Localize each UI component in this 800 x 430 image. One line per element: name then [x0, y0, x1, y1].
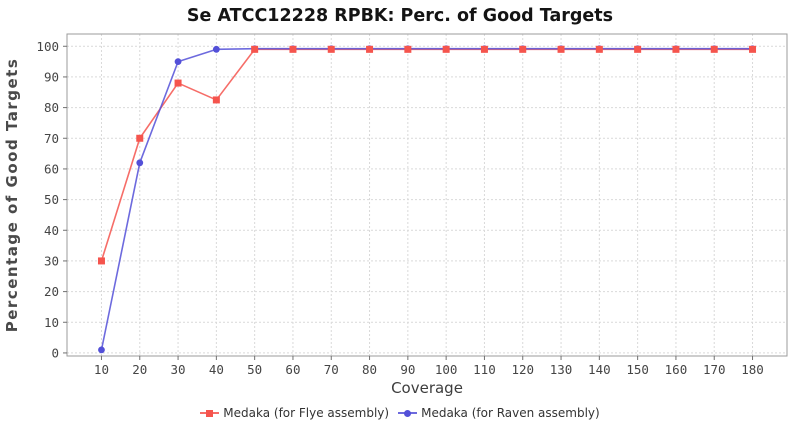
x-tick-label: 160	[665, 362, 688, 377]
x-tick-label: 180	[741, 362, 764, 377]
y-tick-label: 100	[36, 39, 59, 54]
y-tick-label: 10	[44, 315, 59, 330]
x-tick-label: 10	[94, 362, 109, 377]
x-tick-label: 110	[473, 362, 496, 377]
legend-label-raven: Medaka (for Raven assembly)	[421, 406, 600, 420]
x-tick-label: 20	[132, 362, 147, 377]
y-tick-label: 50	[44, 192, 59, 207]
data-point-circle	[136, 159, 144, 167]
legend-item-flye: Medaka (for Flye assembly)	[200, 406, 389, 420]
x-tick-label: 130	[550, 362, 573, 377]
series-line-1	[100, 47, 753, 351]
x-tick-label: 170	[703, 362, 726, 377]
data-point-square	[595, 45, 603, 53]
legend-label-flye: Medaka (for Flye assembly)	[223, 406, 390, 420]
data-point-square	[557, 45, 565, 53]
x-tick-label: 100	[435, 362, 458, 377]
data-point-square	[442, 45, 450, 53]
x-tick-label: 60	[285, 362, 300, 377]
data-point-circle	[98, 346, 105, 354]
flye-square-swatch	[206, 409, 214, 417]
series-line-0	[100, 48, 753, 262]
y-tick-label: 90	[44, 69, 59, 84]
data-point-square	[136, 134, 144, 142]
raven-series-marker-icon	[398, 409, 418, 418]
data-point-square	[97, 257, 105, 265]
y-tick-label: 30	[44, 253, 59, 268]
raven-circle-swatch	[404, 409, 412, 417]
data-point-circle	[174, 58, 182, 65]
data-point-square	[404, 45, 412, 53]
x-tick-label: 50	[247, 362, 262, 377]
y-tick-label: 80	[44, 100, 59, 115]
x-axis-label: Coverage	[391, 379, 463, 397]
x-tick-label: 40	[209, 362, 224, 377]
chart-title: Se ATCC12228 RPBK: Perc. of Good Targets	[186, 6, 614, 26]
x-tick-label: 80	[362, 362, 377, 377]
y-tick-label: 40	[44, 223, 59, 238]
plot-border	[66, 33, 788, 357]
data-point-square	[749, 45, 757, 53]
x-tick-label: 140	[588, 362, 611, 377]
data-point-square	[480, 45, 488, 53]
data-point-square	[289, 45, 297, 53]
y-tick-label: 20	[44, 284, 59, 299]
data-point-square	[710, 45, 718, 53]
data-point-square	[174, 79, 182, 87]
y-tick-label: 60	[44, 161, 59, 176]
x-tick-label: 150	[626, 362, 649, 377]
y-axis-label: Percentage of Good Targets	[3, 58, 21, 333]
flye-series-marker-icon	[200, 409, 220, 418]
x-tick-label: 120	[511, 362, 534, 377]
data-point-square	[251, 45, 259, 53]
data-point-square	[672, 45, 680, 53]
data-point-square	[366, 45, 374, 53]
data-point-square	[634, 45, 642, 53]
y-tick-label: 0	[51, 345, 59, 360]
x-tick-label: 90	[400, 362, 415, 377]
legend: Medaka (for Flye assembly) Medaka (for R…	[0, 406, 800, 420]
x-tick-label: 30	[171, 362, 186, 377]
y-tick-label: 70	[44, 131, 59, 146]
legend-item-raven: Medaka (for Raven assembly)	[398, 406, 600, 420]
x-tick-label: 70	[324, 362, 339, 377]
data-point-square	[327, 45, 335, 53]
data-point-square	[519, 45, 527, 53]
data-point-square	[212, 96, 220, 104]
data-point-circle	[212, 45, 220, 53]
